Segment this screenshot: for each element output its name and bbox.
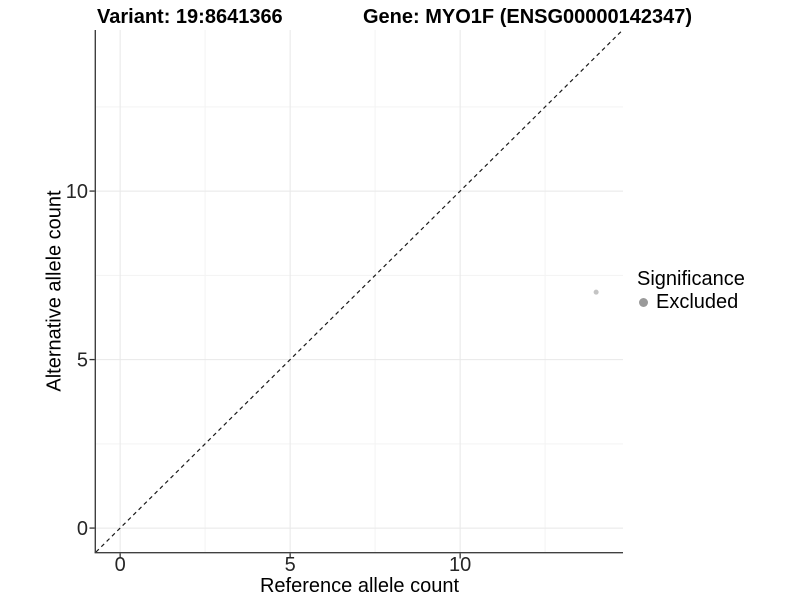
x-tick-label: 10 (449, 554, 471, 576)
identity-line (95, 29, 624, 553)
x-tick-label: 5 (285, 554, 296, 576)
grid-minor (96, 30, 623, 552)
y-axis-title: Alternative allele count (43, 190, 66, 392)
y-tick-label: 0 (77, 518, 88, 540)
tick-labels: 0 5 10 0 5 10 (66, 181, 472, 576)
excluded-point-icon (639, 298, 648, 307)
data-point (593, 289, 599, 295)
data-points (593, 289, 599, 295)
x-axis-title: Reference allele count (259, 575, 459, 597)
axis-ticks (89, 190, 461, 559)
grid-major (96, 30, 623, 552)
legend-title: Significance (637, 268, 745, 290)
legend: Significance Excluded (637, 268, 745, 314)
legend-item-excluded: Excluded (639, 291, 745, 314)
gene-title: Gene: MYO1F (ENSG00000142347) (363, 6, 693, 28)
legend-item-label: Excluded (656, 291, 739, 313)
x-tick-label: 0 (115, 554, 126, 576)
y-tick-label: 5 (77, 350, 88, 372)
axis-lines (94, 30, 623, 554)
variant-title: Variant: 19:8641366 (97, 6, 283, 28)
y-tick-label: 10 (66, 181, 88, 203)
